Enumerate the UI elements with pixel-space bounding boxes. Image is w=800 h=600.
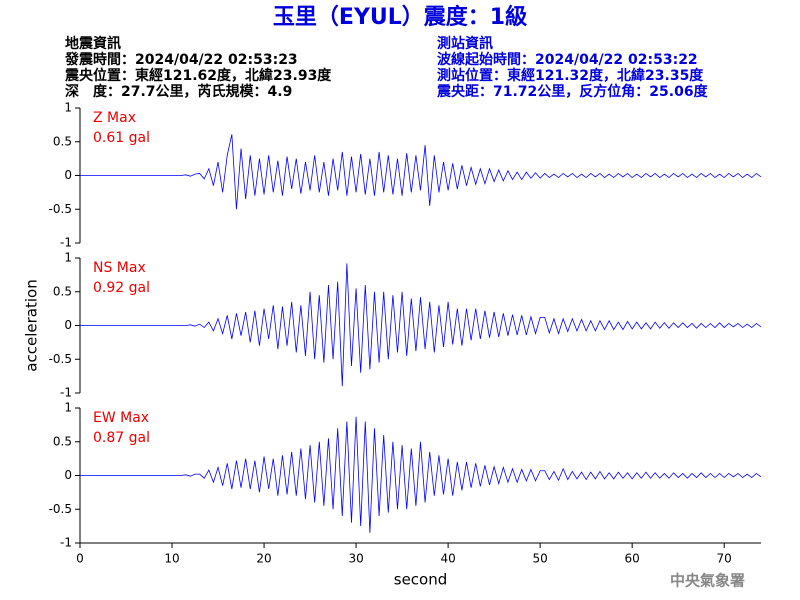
y-tick-label: 1 (64, 251, 72, 265)
y-tick-label: 0.5 (53, 434, 72, 448)
y-tick-label: 0.5 (53, 134, 72, 148)
x-tick-label: 70 (717, 552, 732, 566)
y-tick-label: -0.5 (49, 202, 72, 216)
max-value: 0.61 gal (93, 130, 150, 146)
y-tick-label: -1 (60, 536, 72, 550)
info-right: 震央距：71.72公里，反方位角：25.06度 (436, 83, 709, 100)
y-tick-label: 0 (64, 468, 72, 482)
max-value: 0.92 gal (93, 280, 150, 296)
y-tick-label: -0.5 (49, 352, 72, 366)
info-right: 測站位置：東經121.32度，北緯23.35度 (437, 67, 704, 84)
info-left: 深 度：27.7公里，芮氏規模：4.9 (65, 83, 292, 100)
y-tick-label: 0 (64, 168, 72, 182)
x-tick-label: 30 (348, 552, 363, 566)
x-tick-label: 10 (164, 552, 179, 566)
max-value: 0.87 gal (93, 430, 150, 446)
y-tick-label: -0.5 (49, 502, 72, 516)
component-label: NS Max (93, 260, 146, 276)
y-tick-label: 0.5 (53, 284, 72, 298)
y-tick-label: 1 (64, 401, 72, 415)
x-axis-label: second (394, 571, 448, 589)
waveform (80, 263, 762, 387)
info-left: 震央位置：東經121.62度，北緯23.93度 (64, 67, 332, 84)
component-label: Z Max (93, 110, 136, 126)
y-tick-label: -1 (60, 386, 72, 400)
y-tick-label: 0 (64, 318, 72, 332)
x-tick-label: 60 (625, 552, 640, 566)
y-axis-label: acceleration (23, 279, 41, 371)
x-tick-label: 40 (440, 552, 455, 566)
footer: 中央氣象署 (670, 572, 745, 590)
waveform (80, 416, 762, 533)
info-left: 發震時間：2024/04/22 02:53:23 (64, 51, 298, 68)
info-left: 地震資訊 (65, 35, 121, 52)
waveform (80, 134, 762, 210)
info-right: 波線起始時間：2024/04/22 02:53:22 (437, 51, 698, 68)
info-right: 測站資訊 (437, 35, 493, 52)
title: 玉里（EYUL）震度：1級 (273, 4, 527, 30)
x-tick-label: 0 (76, 552, 84, 566)
x-tick-label: 20 (256, 552, 271, 566)
y-tick-label: -1 (60, 236, 72, 250)
component-label: EW Max (93, 410, 149, 426)
y-tick-label: 1 (64, 101, 72, 115)
x-tick-label: 50 (532, 552, 547, 566)
